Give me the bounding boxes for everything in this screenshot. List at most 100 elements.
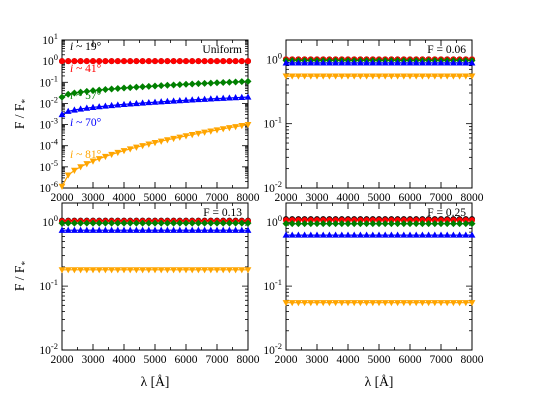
y-tick-label: 101 [42, 31, 58, 47]
data-point [294, 220, 302, 228]
x-tick-label: 4000 [337, 354, 360, 366]
data-point [419, 300, 426, 307]
data-point [449, 220, 457, 228]
data-point [338, 73, 346, 80]
data-point [170, 135, 177, 143]
data-point [219, 78, 227, 86]
data-point [95, 156, 103, 163]
data-point [213, 94, 221, 102]
series-3 [282, 220, 476, 228]
data-point [64, 267, 72, 274]
data-point [443, 73, 451, 80]
data-point [139, 267, 146, 274]
data-point [456, 73, 463, 80]
data-point [357, 217, 364, 224]
data-point [238, 93, 246, 100]
data-point [394, 59, 401, 66]
data-point [182, 226, 190, 233]
data-point [295, 231, 302, 238]
data-point [244, 267, 252, 274]
data-point [388, 73, 395, 80]
data-point [114, 267, 122, 274]
data-point [244, 219, 252, 227]
x-tick-label: 7000 [430, 192, 453, 204]
data-point [207, 267, 215, 274]
data-point [114, 226, 122, 233]
data-point [332, 217, 339, 224]
data-point [301, 59, 308, 66]
data-point [145, 82, 153, 90]
data-point [108, 85, 116, 93]
data-point [164, 97, 171, 104]
data-point [437, 59, 445, 66]
data-point [351, 217, 358, 224]
x-tick-label: 8000 [237, 354, 260, 366]
data-point [182, 96, 190, 103]
data-point [176, 267, 184, 274]
data-point [388, 231, 395, 238]
data-point [468, 59, 476, 66]
data-point [313, 231, 321, 238]
x-tick-label: 6000 [175, 192, 198, 204]
x-tick-label: 3000 [82, 354, 105, 366]
data-point [394, 73, 401, 80]
data-point [369, 220, 377, 228]
data-point [375, 231, 383, 238]
data-point [95, 219, 103, 227]
series-5 [58, 267, 252, 274]
panel-3: 2000 3000 4000 5000 6000 7000 8000 10-2 10-1 100 F… [39, 202, 260, 366]
y-tick-label: 100 [42, 52, 58, 68]
data-point [133, 226, 140, 233]
data-point [95, 267, 103, 274]
data-point [195, 130, 202, 138]
data-point [70, 89, 78, 97]
data-point [201, 129, 208, 136]
data-point [213, 127, 221, 134]
data-point [282, 231, 290, 238]
data-point [338, 300, 346, 307]
data-point [139, 58, 146, 65]
x-tick-label: 8000 [461, 354, 484, 366]
x-tick-label: 3000 [306, 192, 329, 204]
data-point [443, 59, 451, 66]
y-tick-label: 10-2 [39, 341, 58, 357]
data-point [425, 220, 433, 228]
data-point [369, 300, 377, 307]
data-point [319, 73, 327, 80]
data-point [133, 99, 140, 107]
data-point [244, 121, 252, 129]
data-point [295, 59, 302, 66]
data-point [101, 219, 109, 227]
data-point [157, 82, 165, 90]
data-point [332, 220, 340, 228]
data-point [419, 231, 426, 238]
data-point [363, 231, 370, 238]
data-point [425, 73, 432, 80]
data-point [307, 231, 315, 238]
y-tick-label: 10-1 [39, 73, 58, 89]
data-point [183, 58, 189, 65]
data-point [133, 267, 140, 274]
x-tick-label: 3000 [82, 192, 105, 204]
data-point [164, 267, 171, 274]
data-point [381, 300, 389, 307]
data-point [462, 231, 470, 238]
data-point [456, 220, 464, 228]
data-point [207, 219, 215, 227]
data-point [282, 220, 290, 228]
data-point [77, 58, 84, 65]
data-point [307, 300, 315, 307]
data-point [89, 158, 97, 165]
data-point [369, 73, 377, 80]
data-point [288, 73, 296, 80]
data-point [89, 226, 97, 233]
series-2 [283, 217, 475, 224]
data-point [219, 126, 227, 133]
data-point [77, 219, 85, 227]
y-tick-label: 10-1 [263, 277, 282, 293]
data-point [288, 59, 296, 66]
data-point [182, 267, 190, 274]
data-point [151, 226, 159, 233]
data-point [375, 73, 383, 80]
data-point [126, 219, 134, 227]
